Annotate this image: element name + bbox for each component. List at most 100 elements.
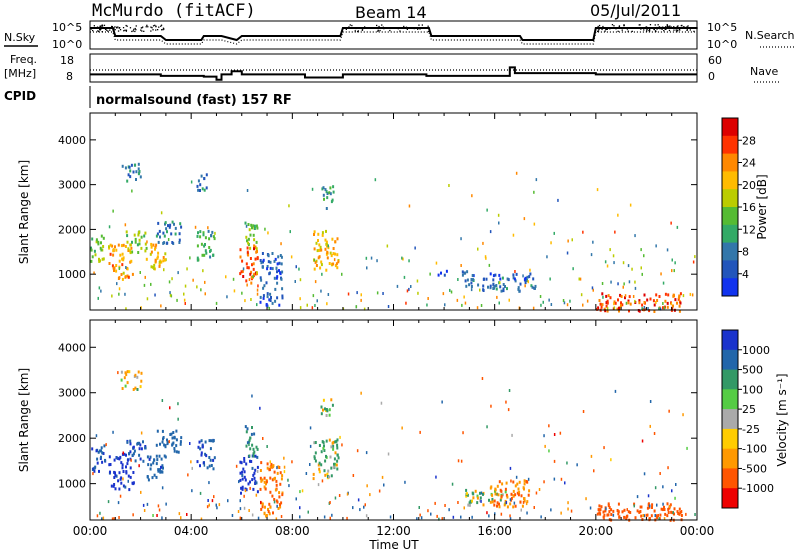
data-cell bbox=[641, 439, 644, 443]
data-cell bbox=[124, 223, 127, 227]
data-cell bbox=[269, 465, 272, 469]
data-cell bbox=[607, 504, 610, 507]
data-cell bbox=[638, 301, 641, 305]
nsky-noise-dot bbox=[163, 28, 165, 30]
nsky-noise-dot bbox=[696, 27, 698, 29]
data-cell bbox=[352, 474, 355, 477]
data-cell bbox=[147, 463, 150, 467]
data-cell bbox=[274, 287, 277, 291]
data-cell bbox=[138, 242, 141, 246]
data-cell bbox=[517, 287, 520, 291]
data-cell bbox=[419, 430, 421, 434]
data-cell bbox=[316, 249, 319, 253]
data-cell bbox=[346, 492, 349, 496]
data-cell bbox=[329, 186, 332, 190]
data-cell bbox=[271, 252, 274, 255]
nsky-noise-dot bbox=[147, 26, 149, 28]
data-cell bbox=[253, 244, 256, 248]
nsky-noise-dot bbox=[659, 28, 661, 30]
data-cell bbox=[460, 515, 462, 519]
colorbar-segment bbox=[722, 171, 738, 190]
data-cell bbox=[170, 232, 173, 236]
data-cell bbox=[633, 502, 636, 506]
data-cell bbox=[457, 501, 459, 504]
colorbar-tick-label: 100 bbox=[742, 383, 763, 396]
nsky-noise-dot bbox=[597, 30, 600, 32]
colorbar-segment bbox=[722, 330, 738, 351]
data-cell bbox=[524, 281, 527, 285]
data-cell bbox=[240, 461, 243, 465]
data-cell bbox=[186, 267, 188, 271]
nsky-noise-dot bbox=[623, 24, 625, 26]
data-cell bbox=[278, 495, 281, 499]
data-cell bbox=[213, 237, 216, 241]
data-cell bbox=[651, 506, 653, 509]
data-cell bbox=[317, 239, 319, 242]
data-cell bbox=[675, 483, 677, 486]
data-cell bbox=[560, 477, 563, 481]
nsky-noise-dot bbox=[678, 27, 680, 29]
data-cell bbox=[505, 501, 508, 504]
freq-label: Freq. bbox=[10, 53, 37, 66]
data-cell bbox=[333, 258, 336, 262]
data-cell bbox=[190, 460, 192, 464]
data-cell bbox=[247, 241, 250, 245]
nsky-noise-dot bbox=[142, 26, 144, 28]
data-cell bbox=[125, 465, 127, 469]
data-cell bbox=[476, 494, 479, 498]
data-cell bbox=[636, 509, 639, 513]
data-cell bbox=[604, 509, 607, 513]
x-tick-labels: 00:00 04:00 08:00 12:00 16:00 20:00 00:00 bbox=[73, 524, 715, 538]
data-cell bbox=[593, 469, 595, 473]
data-cell bbox=[98, 469, 100, 473]
data-cell bbox=[363, 307, 366, 311]
data-cell bbox=[610, 458, 612, 462]
data-cell bbox=[609, 296, 612, 300]
data-cell bbox=[239, 255, 242, 259]
nsky-noise-dot bbox=[114, 29, 116, 31]
data-cell bbox=[381, 475, 384, 479]
data-cell bbox=[604, 260, 607, 264]
data-cell bbox=[332, 465, 335, 469]
nsky-noise-dot bbox=[615, 28, 617, 30]
data-cell bbox=[592, 288, 594, 292]
data-cell bbox=[128, 370, 131, 374]
data-cell bbox=[121, 263, 124, 267]
nsky-noise-dot bbox=[97, 30, 100, 33]
data-cell bbox=[417, 291, 419, 295]
nsky-noise-dot bbox=[656, 26, 658, 29]
data-cell bbox=[277, 507, 280, 510]
data-cell bbox=[255, 250, 258, 254]
data-cell bbox=[492, 274, 495, 278]
data-cell bbox=[203, 244, 206, 248]
data-cell bbox=[521, 504, 524, 508]
data-cell bbox=[159, 468, 162, 472]
data-cell bbox=[498, 221, 500, 225]
data-cell bbox=[497, 213, 500, 217]
data-cell bbox=[108, 262, 111, 265]
data-cell bbox=[694, 255, 696, 259]
data-cell bbox=[263, 485, 266, 489]
nsky-noise-dot bbox=[381, 24, 383, 26]
data-cell bbox=[130, 246, 133, 250]
data-cell bbox=[267, 260, 270, 264]
nsky-noise-dot bbox=[645, 26, 648, 28]
data-cell bbox=[138, 447, 141, 451]
data-cell bbox=[519, 282, 522, 286]
data-cell bbox=[158, 260, 161, 264]
data-cell bbox=[140, 431, 143, 435]
data-cell bbox=[113, 458, 116, 462]
data-cell bbox=[324, 247, 327, 251]
data-cell bbox=[93, 249, 96, 253]
data-cell bbox=[606, 306, 609, 310]
data-cell bbox=[494, 512, 496, 516]
data-cell bbox=[522, 486, 525, 490]
data-cell bbox=[311, 306, 314, 310]
data-cell bbox=[648, 309, 651, 313]
data-cell bbox=[132, 482, 135, 486]
data-cell bbox=[125, 471, 128, 475]
data-cell bbox=[208, 456, 211, 459]
data-cell bbox=[240, 270, 243, 274]
data-cell bbox=[517, 286, 520, 290]
data-cell bbox=[207, 226, 209, 230]
